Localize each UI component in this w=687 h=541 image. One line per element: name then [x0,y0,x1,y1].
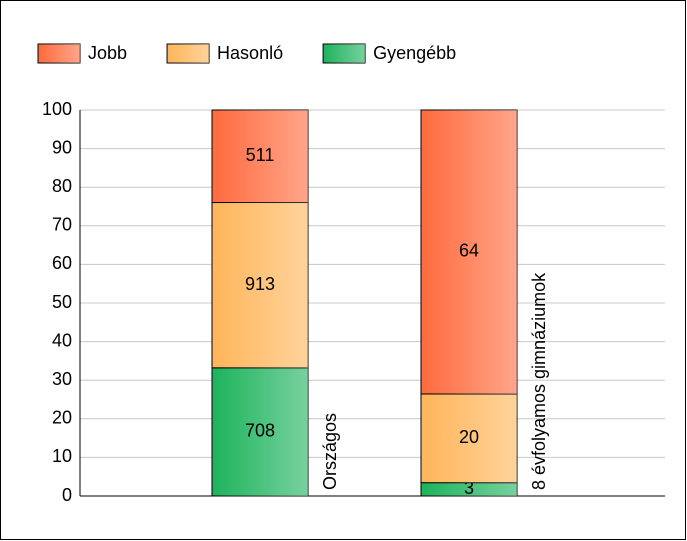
data-label: 511 [246,145,275,165]
y-tick-label: 50 [52,292,72,312]
legend-swatch-sheen [167,44,210,63]
category-label: Országos [320,413,340,490]
data-label: 20 [459,427,479,447]
bar-sheen [212,202,308,368]
data-label: 64 [459,241,479,261]
y-tick-label: 0 [62,485,72,505]
data-label: 3 [464,478,474,498]
y-tick-label: 70 [52,215,72,235]
y-tick-label: 20 [52,408,72,428]
y-tick-label: 90 [52,137,72,157]
legend-label: Jobb [88,43,127,63]
legend-label: Gyengébb [373,43,456,63]
y-tick-label: 80 [52,176,72,196]
bar-sheen [421,482,517,496]
bar-sheen [212,367,308,496]
category-label: 8 évfolyamos gimnáziumok [529,272,549,490]
y-tick-label: 100 [42,99,72,119]
legend-swatch-sheen [38,44,80,63]
data-label: 708 [245,421,275,441]
data-label: 913 [245,274,275,294]
y-tick-label: 30 [52,369,72,389]
bar-sheen [212,110,308,203]
y-tick-label: 10 [52,446,72,466]
legend-swatch-sheen [323,44,366,63]
legend-label: Hasonló [217,43,283,63]
y-tick-label: 60 [52,253,72,273]
bar-sheen [421,110,517,394]
bar-sheen [421,393,517,483]
y-tick-label: 40 [52,330,72,350]
